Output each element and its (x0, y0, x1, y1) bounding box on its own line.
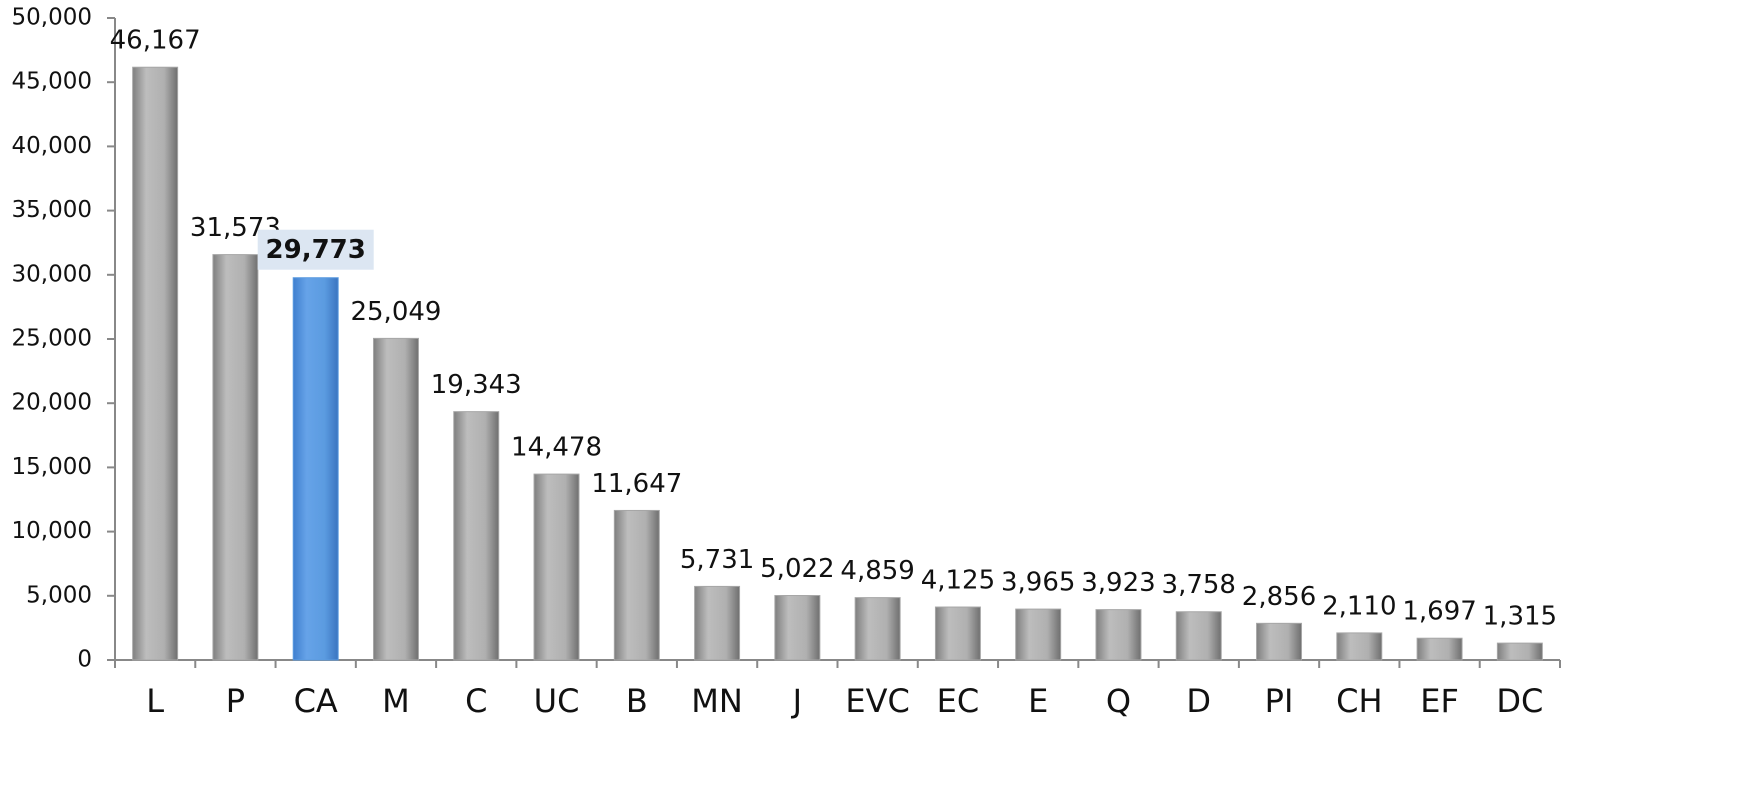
x-tick-label: PI (1265, 682, 1294, 720)
y-tick-label: 40,000 (12, 133, 92, 159)
value-label: 3,965 (1001, 568, 1075, 598)
x-tick-label: UC (534, 682, 580, 720)
x-tick-label: EF (1420, 682, 1459, 720)
value-label: 46,167 (110, 26, 201, 56)
bar (533, 473, 580, 661)
value-label: 1,315 (1483, 602, 1557, 632)
x-tick-label: EC (937, 682, 980, 720)
y-tick-label: 50,000 (12, 5, 92, 31)
y-tick-label: 45,000 (12, 69, 92, 95)
y-tick-label: 20,000 (12, 390, 92, 416)
x-tick-label: E (1028, 682, 1048, 720)
value-label: 19,343 (431, 370, 522, 400)
x-tick-label: CH (1336, 682, 1382, 720)
bar (1416, 637, 1463, 661)
x-tick-label: B (626, 682, 648, 720)
y-tick-label: 5,000 (26, 582, 92, 608)
bar (1256, 622, 1303, 661)
value-label: 5,731 (680, 545, 754, 575)
value-label: 5,022 (760, 554, 834, 584)
x-tick-label: DC (1496, 682, 1543, 720)
value-label: 2,110 (1322, 591, 1396, 621)
value-label: 3,758 (1162, 570, 1236, 600)
bar (613, 509, 660, 661)
x-tick-label: Q (1106, 682, 1131, 720)
y-tick-label: 25,000 (12, 326, 92, 352)
bar (694, 585, 741, 661)
value-label: 29,773 (266, 235, 366, 265)
value-label: 4,859 (840, 556, 914, 586)
bar (1496, 642, 1543, 661)
bar (372, 337, 419, 661)
x-tick-label: MN (691, 682, 743, 720)
x-tick-label: M (382, 682, 410, 720)
y-tick-label: 10,000 (12, 518, 92, 544)
bar (934, 606, 981, 661)
bar (1336, 632, 1383, 661)
bar (212, 254, 259, 661)
value-label: 2,856 (1242, 582, 1316, 612)
x-tick-label: D (1186, 682, 1211, 720)
bar (1015, 608, 1062, 661)
value-label: 11,647 (591, 469, 682, 499)
value-label: 4,125 (921, 566, 995, 596)
x-tick-label: L (146, 682, 164, 720)
x-tick-label: CA (294, 682, 338, 720)
bar (1095, 609, 1142, 661)
x-tick-label: C (465, 682, 487, 720)
value-label: 14,478 (511, 433, 602, 463)
label-highlight (257, 229, 374, 270)
bar (854, 597, 901, 661)
x-tick-label: P (226, 682, 245, 720)
y-tick-label: 35,000 (12, 197, 92, 223)
bar (453, 411, 500, 661)
value-label: 1,697 (1402, 597, 1476, 627)
y-tick-label: 30,000 (12, 261, 92, 287)
bar (292, 277, 339, 661)
y-tick-label: 0 (77, 647, 92, 673)
x-tick-label: EVC (845, 682, 909, 720)
bar (1175, 611, 1222, 661)
y-tick-label: 15,000 (12, 454, 92, 480)
value-label: 3,923 (1081, 568, 1155, 598)
bar (132, 66, 179, 661)
value-label: 25,049 (350, 297, 441, 327)
x-tick-label: J (791, 682, 802, 720)
bar (774, 595, 821, 661)
